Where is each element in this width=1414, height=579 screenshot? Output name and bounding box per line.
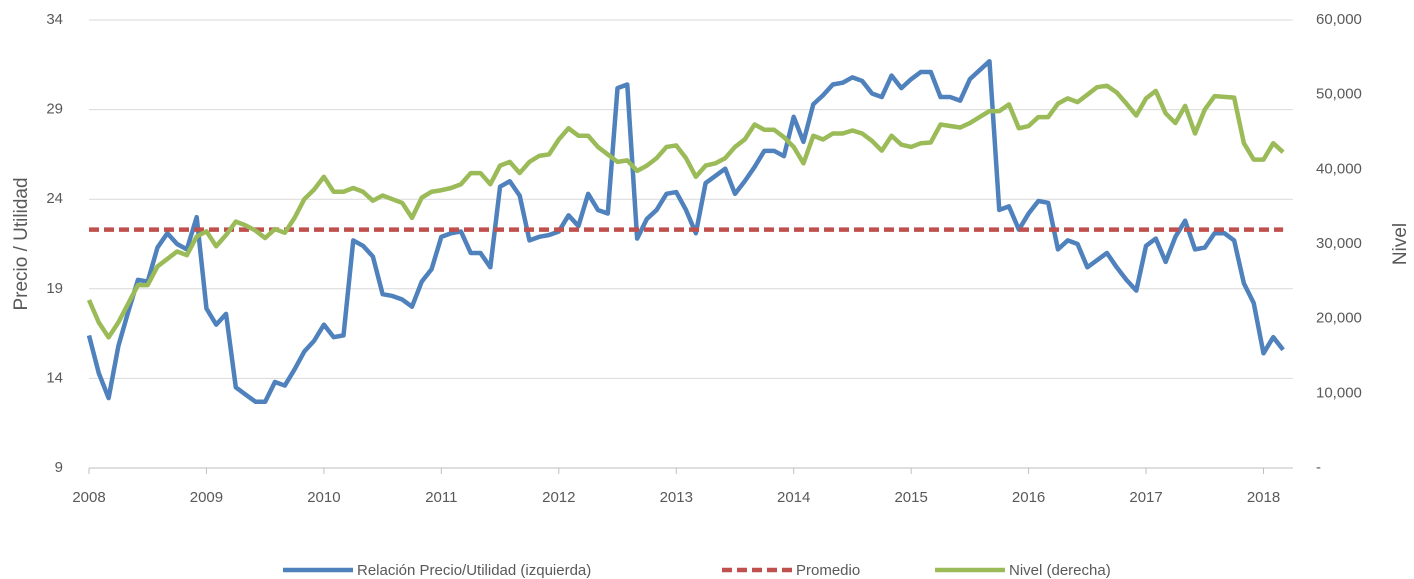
x-tick-label: 2009 <box>190 489 223 506</box>
y2-tick-label: 60,000 <box>1316 11 1362 28</box>
x-tick-label: 2013 <box>660 489 693 506</box>
series-line <box>86 83 1285 340</box>
legend-label: Promedio <box>796 562 860 579</box>
y-tick-label: 9 <box>55 459 63 476</box>
y2-tick-label: 30,000 <box>1316 235 1362 252</box>
x-tick-label: 2010 <box>307 489 340 506</box>
y-tick-label: 29 <box>46 101 63 118</box>
x-tick-label: 2016 <box>1012 489 1045 506</box>
x-tick-label: 2017 <box>1129 489 1162 506</box>
y2-tick-label: 40,000 <box>1316 160 1362 177</box>
y-axis-title: Precio / Utilidad <box>11 177 32 310</box>
y-tick-label: 24 <box>46 190 63 207</box>
x-tick-label: 2008 <box>72 489 105 506</box>
x-tick-label: 2015 <box>894 489 927 506</box>
y-tick-label: 34 <box>46 11 63 28</box>
x-tick-label: 2018 <box>1247 489 1280 506</box>
y2-tick-label: - <box>1316 459 1321 476</box>
x-tick-label: 2011 <box>425 489 457 506</box>
y-tick-label: 19 <box>46 280 63 297</box>
y2-tick-label: 50,000 <box>1316 86 1362 103</box>
y2-tick-label: 10,000 <box>1316 384 1362 401</box>
series-line <box>86 58 1285 404</box>
y-tick-label: 14 <box>46 369 63 386</box>
y2-tick-label: 20,000 <box>1316 310 1362 327</box>
x-tick-label: 2014 <box>777 489 810 506</box>
y2-axis-title: Nivel <box>1390 223 1411 265</box>
legend-label: Nivel (derecha) <box>1009 562 1111 579</box>
x-tick-label: 2012 <box>542 489 575 506</box>
legend-label: Relación Precio/Utilidad (izquierda) <box>357 562 591 579</box>
